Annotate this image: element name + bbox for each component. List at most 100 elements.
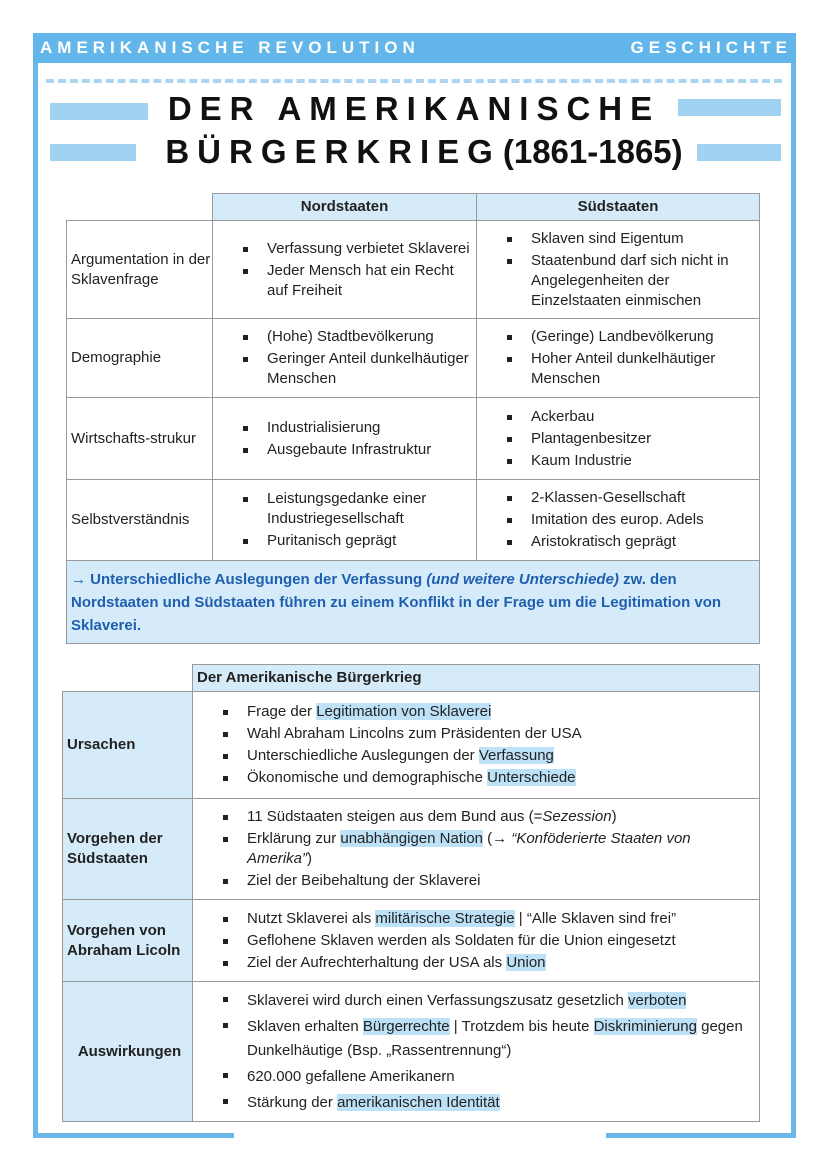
text-segment: Wahl Abraham Lincolns zum Präsidenten de… (247, 725, 582, 742)
north-cell: Industrialisierung Ausgebaute Infrastrukt… (212, 397, 477, 480)
north-cell: Leistungsgedanke einer Industriegesellsc… (212, 479, 477, 561)
bullet-item: Ausgebaute Infrastruktur (243, 440, 476, 460)
south-cell: (Geringe) Landbevölkerung Hoher Anteil du… (476, 318, 760, 398)
comparison-row: Wirtschafts-strukur Industrialisierung Aus… (66, 397, 760, 480)
text-segment: Sezession (542, 808, 612, 825)
north-cell: Verfassung verbietet Sklaverei Jeder Mens… (212, 220, 477, 319)
summary-text: → Unterschiedliche Auslegungen der Verfa… (71, 570, 427, 588)
highlighted-text: unabhängigen Nation (340, 830, 483, 847)
highlighted-text: Unterschiede (487, 769, 576, 786)
text-segment: (→ (483, 830, 512, 847)
summary-note: → Unterschiedliche Auslegungen der Verfa… (66, 560, 760, 644)
bullet-item: Ökonomische und demographische Unterschi… (223, 768, 759, 788)
header-bar: AMERIKANISCHE REVOLUTION GESCHICHTE (33, 33, 796, 63)
highlighted-text: Bürgerrechte (362, 1017, 450, 1035)
bullet-item: Verfassung verbietet Sklaverei (243, 239, 476, 259)
highlighted-text: Legitimation von Sklaverei (316, 703, 492, 720)
bullet-item: Sklaven erhalten Bürgerrechte | Trotzdem… (223, 1015, 759, 1063)
bullet-item: Leistungsgedanke einer Industriegesellsc… (243, 489, 476, 529)
bullet-item: 620.000 gefallene Amerikanern (223, 1065, 759, 1089)
bullet-item: Geringer Anteil dunkelhäutiger Menschen (243, 349, 476, 389)
civil-war-table: Der Amerikanische Bürgerkrieg Ursachen Fr… (62, 664, 760, 1122)
row-label: Ursachen (62, 691, 193, 799)
bullet-item: (Hohe) Stadtbevölkerung (243, 327, 476, 347)
content-cell: 11 Südstaaten steigen aus dem Bund aus (… (192, 798, 760, 900)
bullet-item: Ziel der Beibehaltung der Sklaverei (223, 871, 759, 891)
highlighted-text: amerikanischen Identität (337, 1093, 500, 1111)
row-label: Auswirkungen (62, 981, 193, 1122)
header-subject: GESCHICHTE (630, 38, 792, 57)
text-segment: Ziel der Beibehaltung der Sklaverei (247, 872, 481, 889)
text-segment: Ziel der Aufrechterhaltung der USA als (247, 953, 507, 971)
text-segment: 620.000 gefallene Amerikanern (247, 1067, 455, 1085)
text-segment: Unterschiedliche Auslegungen der (247, 747, 479, 764)
south-cell: Ackerbau Plantagenbesitzer Kaum Industrie (476, 397, 760, 480)
text-segment: 11 Südstaaten steigen aus dem Bund aus (… (247, 808, 543, 825)
text-segment: Ökonomische und demographische (247, 769, 488, 786)
bullet-item: Puritanisch geprägt (243, 531, 476, 551)
highlighted-text: Union (506, 953, 546, 971)
war-row: Vorgehen der Südstaaten 11 Südstaaten ste… (62, 798, 760, 900)
content-cell: Frage der Legitimation von Sklaverei Wahl… (192, 691, 760, 799)
bullet-item: Sklaven sind Eigentum (507, 229, 759, 249)
war-row: Vorgehen von Abraham Licoln Nutzt Sklaver… (62, 899, 760, 982)
war-row: Ursachen Frage der Legitimation von Sklav… (62, 691, 760, 799)
bullet-item: Ackerbau (507, 407, 759, 427)
bullet-item: Hoher Anteil dunkelhäutiger Menschen (507, 349, 759, 389)
row-label: Demographie (66, 318, 213, 398)
text-segment: Frage der (247, 703, 317, 720)
summary-text: zw. den Nordstaaten und Südstaaten führe… (71, 570, 722, 634)
summary-italic: (und weitere Unterschiede) (426, 570, 619, 588)
comparison-row: Selbstverständnis Leistungsgedanke einer … (66, 479, 760, 561)
comparison-table: Nordstaaten Südstaaten Argumentation in d… (66, 193, 760, 644)
text-segment: Erklärung zur (247, 830, 341, 847)
title-bar (50, 144, 136, 161)
bullet-item: Plantagenbesitzer (507, 429, 759, 449)
bullet-item: Kaum Industrie (507, 451, 759, 471)
bullet-item: 11 Südstaaten steigen aus dem Bund aus (… (223, 807, 759, 827)
bullet-item: Jeder Mensch hat ein Recht auf Freiheit (243, 261, 476, 301)
bullet-item: Frage der Legitimation von Sklaverei (223, 702, 759, 722)
table-header: Der Amerikanische Bürgerkrieg (192, 664, 760, 692)
bullet-item: Geflohene Sklaven werden als Soldaten fü… (223, 931, 759, 951)
frame-gap (234, 1131, 606, 1140)
page-title-line2: BÜRGERKRIEG(1861-1865) (10, 133, 828, 171)
title-bar (50, 103, 148, 120)
col-header-north: Nordstaaten (212, 193, 477, 221)
text-segment: “Konföderierte Staaten von Amerika” (247, 830, 691, 867)
bullet-item: (Geringe) Landbevölkerung (507, 327, 759, 347)
text-segment: Nutzt Sklaverei als (247, 909, 376, 927)
row-label: Vorgehen der Südstaaten (62, 798, 193, 900)
title-bar (678, 99, 781, 116)
bullet-item: Industrialisierung (243, 418, 476, 438)
highlighted-text: Diskriminierung (593, 1017, 697, 1035)
highlighted-text: militärische Strategie (375, 909, 515, 927)
south-cell: 2-Klassen-Gesellschaft Imitation des euro… (476, 479, 760, 561)
highlighted-text: Verfassung (478, 747, 554, 764)
south-cell: Sklaven sind Eigentum Staatenbund darf si… (476, 220, 760, 319)
text-segment: ) (611, 808, 617, 825)
header-topic: AMERIKANISCHE REVOLUTION (40, 38, 420, 57)
bullet-item: Stärkung der amerikanischen Identität (223, 1091, 759, 1115)
content-cell: Sklaverei wird durch einen Verfassungszu… (192, 981, 760, 1122)
row-label: Selbstverständnis (66, 479, 213, 561)
dashed-divider (46, 79, 782, 83)
bullet-item: Sklaverei wird durch einen Verfassungszu… (223, 989, 759, 1013)
text-segment: ) (307, 850, 313, 867)
bullet-item: 2-Klassen-Gesellschaft (507, 488, 759, 508)
north-cell: (Hohe) Stadtbevölkerung Geringer Anteil d… (212, 318, 477, 398)
text-segment: Stärkung der (247, 1093, 338, 1111)
bullet-item: Erklärung zur unabhängigen Nation (→ “Ko… (223, 829, 759, 869)
highlighted-text: verboten (628, 991, 687, 1009)
title-years: (1861-1865) (502, 133, 683, 170)
row-label: Argumentation in der Sklavenfrage (66, 220, 213, 319)
text-segment: gegen Dunkelhäutige (Bsp. „Rassentrennun… (247, 1017, 743, 1059)
content-cell: Nutzt Sklaverei als militärische Strateg… (192, 899, 760, 982)
bullet-item: Aristokratisch geprägt (507, 532, 759, 552)
bullet-item: Unterschiedliche Auslegungen der Verfass… (223, 746, 759, 766)
title-bar (697, 144, 781, 161)
row-label: Wirtschafts-strukur (66, 397, 213, 480)
col-header-south: Südstaaten (476, 193, 760, 221)
comparison-row: Demographie (Hohe) Stadtbevölkerung Gering… (66, 318, 760, 398)
row-label: Vorgehen von Abraham Licoln (62, 899, 193, 982)
